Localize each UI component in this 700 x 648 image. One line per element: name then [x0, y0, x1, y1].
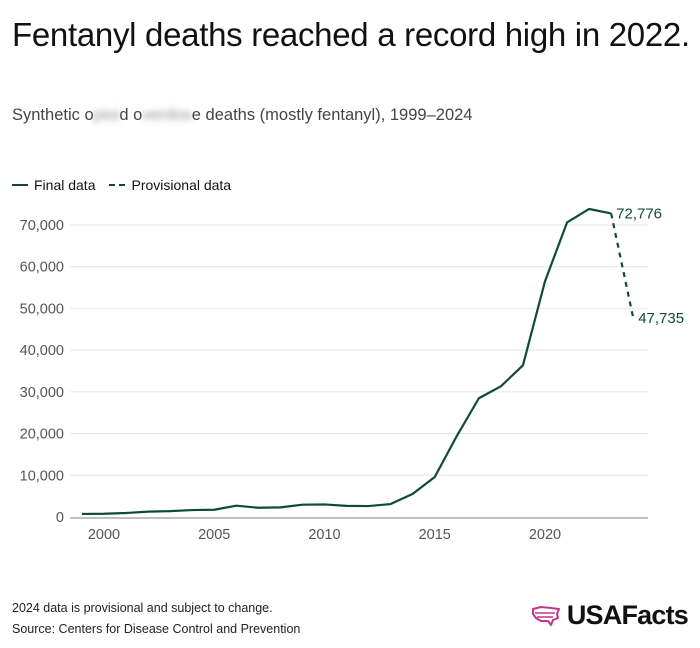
- legend-swatch-solid: [12, 184, 28, 186]
- subtitle-text: e deaths (mostly fentanyl), 1999–2024: [191, 106, 473, 124]
- subtitle-blurred: verdos: [142, 106, 192, 124]
- legend-item-provisional: Provisional data: [109, 177, 231, 193]
- y-tick-label: 70,000: [20, 218, 64, 234]
- x-tick-label: 2015: [419, 527, 451, 543]
- x-tick-label: 2010: [308, 527, 340, 543]
- y-tick-label: 50,000: [20, 301, 64, 317]
- legend-item-final: Final data: [12, 177, 95, 193]
- legend-swatch-dashed: [109, 184, 126, 186]
- subtitle-text: d o: [119, 106, 143, 124]
- source-note: Source: Centers for Disease Control and …: [12, 622, 301, 636]
- provisional-data-line: [610, 213, 635, 319]
- y-tick-label: 10,000: [20, 468, 64, 484]
- data-label: 47,735: [638, 310, 684, 327]
- x-tick-label: 2005: [198, 527, 230, 543]
- x-tick-label: 2000: [88, 527, 120, 543]
- line-chart: 0 10,000 20,000 30,000 40,000 50,000 60,000 70,…: [20, 205, 684, 543]
- legend-label: Provisional data: [131, 177, 232, 193]
- subtitle-blurred: pioi: [93, 106, 120, 124]
- usafacts-logo: USAFacts: [531, 600, 689, 631]
- footnote: 2024 data is provisional and subject to …: [12, 598, 300, 640]
- x-tick-label: 2020: [529, 527, 561, 543]
- legend: Final data Provisional data: [12, 177, 231, 193]
- chart-title: Fentanyl deaths reached a record high in…: [12, 16, 690, 53]
- chart-subtitle: Synthetic opioid overdose deaths (mostly…: [12, 106, 472, 125]
- y-tick-label: 60,000: [20, 260, 64, 276]
- subtitle-text: Synthetic o: [12, 106, 94, 124]
- data-label: 72,776: [616, 205, 662, 222]
- y-tick-label: 40,000: [20, 343, 64, 359]
- y-tick-label: 30,000: [20, 385, 64, 401]
- y-tick-label: 0: [56, 510, 64, 526]
- us-map-icon: [531, 605, 560, 626]
- legend-label: Final data: [34, 177, 96, 193]
- final-data-line: [81, 207, 612, 516]
- y-tick-label: 20,000: [20, 427, 64, 443]
- provisional-note: 2024 data is provisional and subject to …: [12, 601, 273, 615]
- logo-text: USAFacts: [566, 600, 689, 630]
